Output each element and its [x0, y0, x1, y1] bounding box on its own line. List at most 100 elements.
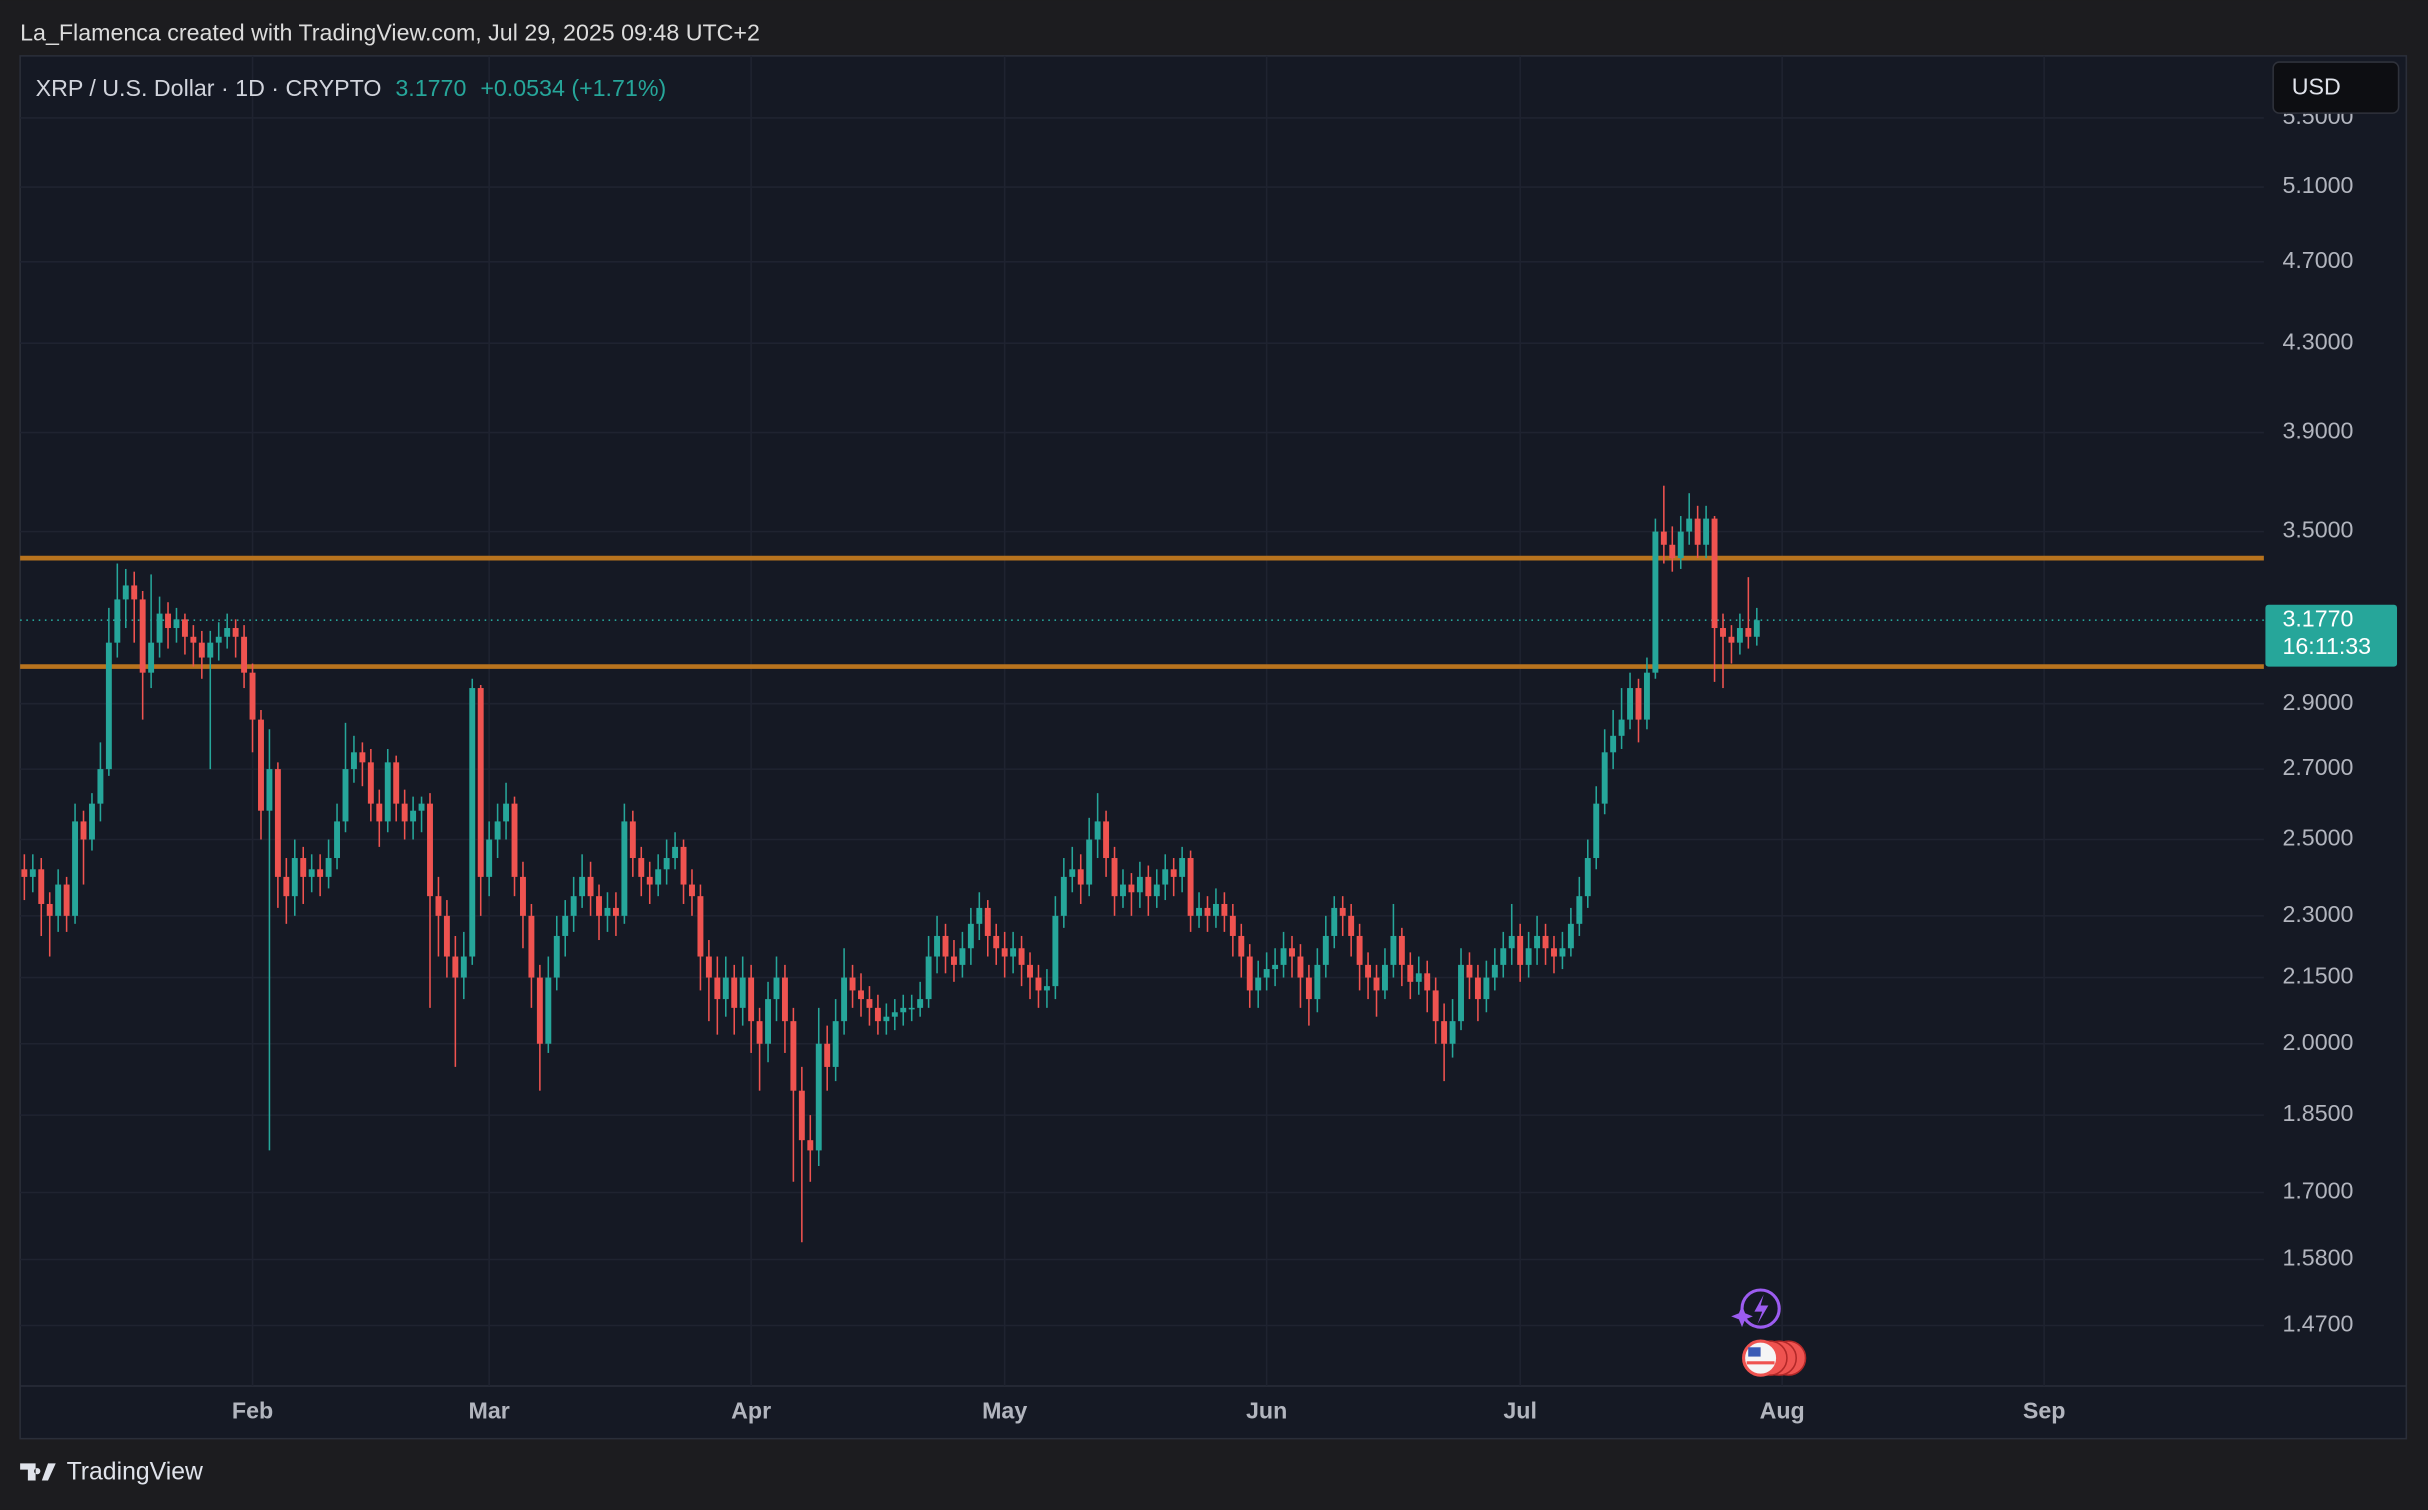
candle-body [1289, 948, 1295, 957]
candle-body [536, 977, 543, 1044]
candle-body [1077, 869, 1084, 885]
candle-body [443, 915, 450, 957]
x-tick-label: Feb [232, 1397, 273, 1423]
candle-body [832, 1021, 839, 1067]
candle-body [1212, 903, 1219, 916]
candle-body [798, 1090, 805, 1141]
candle-body [1407, 964, 1414, 982]
candle-body [993, 935, 1000, 949]
candle-body [1196, 907, 1202, 916]
levels [20, 555, 2264, 669]
currency-label[interactable]: USD [2292, 74, 2341, 100]
candle-body [570, 896, 577, 916]
y-tick-label: 2.0000 [2282, 1029, 2353, 1055]
candle-body [587, 876, 594, 897]
candle-body [908, 1007, 915, 1010]
candle-body [925, 956, 932, 1000]
candle-body [773, 977, 780, 1000]
candle-body [114, 599, 121, 643]
x-tick-label: Apr [731, 1397, 771, 1423]
candle-body [1694, 518, 1701, 545]
candle-body [376, 803, 383, 822]
candle-body [1069, 869, 1076, 877]
candle-body [1711, 518, 1718, 629]
candle-body [38, 869, 45, 904]
candle-body [1179, 858, 1186, 877]
candle-body [325, 858, 332, 877]
candle-body [1103, 821, 1110, 859]
candle-body [1728, 636, 1735, 643]
candle-body [1086, 839, 1093, 885]
candle-body [1001, 948, 1008, 957]
candle-body [1331, 907, 1338, 936]
candle-body [967, 923, 974, 949]
candle-body [1491, 964, 1498, 978]
candle-body [1356, 935, 1363, 965]
candle-body [1398, 935, 1405, 965]
candle-body [1618, 719, 1625, 736]
candle-body [393, 762, 400, 804]
candle-body [1221, 903, 1228, 916]
axes: 1.4700 1.5800 1.7000 1.8500 2.0000 2.1500 2.30… [232, 103, 2398, 1423]
candle-body [21, 869, 28, 877]
candle-body [274, 769, 281, 877]
candle-body [486, 839, 493, 877]
y-tick-label: 2.1500 [2282, 963, 2353, 989]
candle-body [156, 613, 163, 643]
header-change: +0.0534 (+1.71%) [480, 75, 666, 101]
candle-body [604, 907, 611, 916]
candle-body [249, 672, 256, 720]
candle-body [849, 977, 856, 991]
candle-body [89, 803, 95, 840]
candle-body [173, 619, 180, 629]
candle-body [1229, 915, 1236, 936]
candle-body [241, 636, 248, 673]
candle-body [1559, 948, 1566, 957]
candle-body [1542, 935, 1549, 949]
y-tick-label: 4.7000 [2282, 247, 2353, 273]
candle-body [1272, 964, 1279, 970]
candle-body [469, 688, 476, 957]
candle-body [765, 999, 771, 1044]
candle-body [680, 846, 687, 885]
candle-body [874, 1007, 881, 1022]
candle-body [689, 884, 695, 897]
candle-body [29, 869, 36, 877]
candle-body [714, 977, 721, 1000]
candle-body [207, 642, 214, 658]
candle-body [1551, 948, 1557, 957]
candle-body [1660, 531, 1667, 545]
y-tick-label: 4.3000 [2282, 328, 2353, 354]
candle-body [1238, 935, 1245, 957]
candle-body [232, 628, 239, 637]
candle-body [731, 977, 738, 1008]
candle-body [384, 762, 391, 822]
brand-name: TradingView [67, 1458, 203, 1485]
y-tick-label: 3.5000 [2282, 517, 2353, 543]
candle-body [1373, 977, 1380, 991]
candle-body [148, 642, 155, 673]
legend-header: XRP / U.S. Dollar · 1D · CRYPTO 3.1770 +0.… [36, 75, 667, 101]
candle-body [1720, 628, 1726, 637]
candle-body [1246, 956, 1253, 991]
candle-body [1365, 964, 1372, 978]
header-price: 3.1770 [395, 75, 466, 101]
candle-body [1601, 752, 1608, 804]
candle-body [1145, 876, 1152, 897]
candle-body [1686, 518, 1693, 532]
candle-body [46, 903, 53, 916]
candle-body [1204, 907, 1211, 916]
brand-logo [20, 1463, 56, 1481]
candle-body [1669, 544, 1676, 559]
candle-body [63, 884, 70, 916]
credit: La_Flamenca created with TradingView.com… [20, 19, 760, 45]
y-tick-label: 1.8500 [2282, 1100, 2353, 1126]
candle-body [815, 1043, 822, 1151]
candle-body [858, 990, 864, 1000]
candle-body [520, 876, 526, 916]
grid [20, 55, 2264, 1387]
candle-body [308, 869, 315, 877]
candle-body [1483, 977, 1490, 1000]
candle-body [976, 907, 983, 924]
currency-button[interactable] [2272, 61, 2400, 114]
